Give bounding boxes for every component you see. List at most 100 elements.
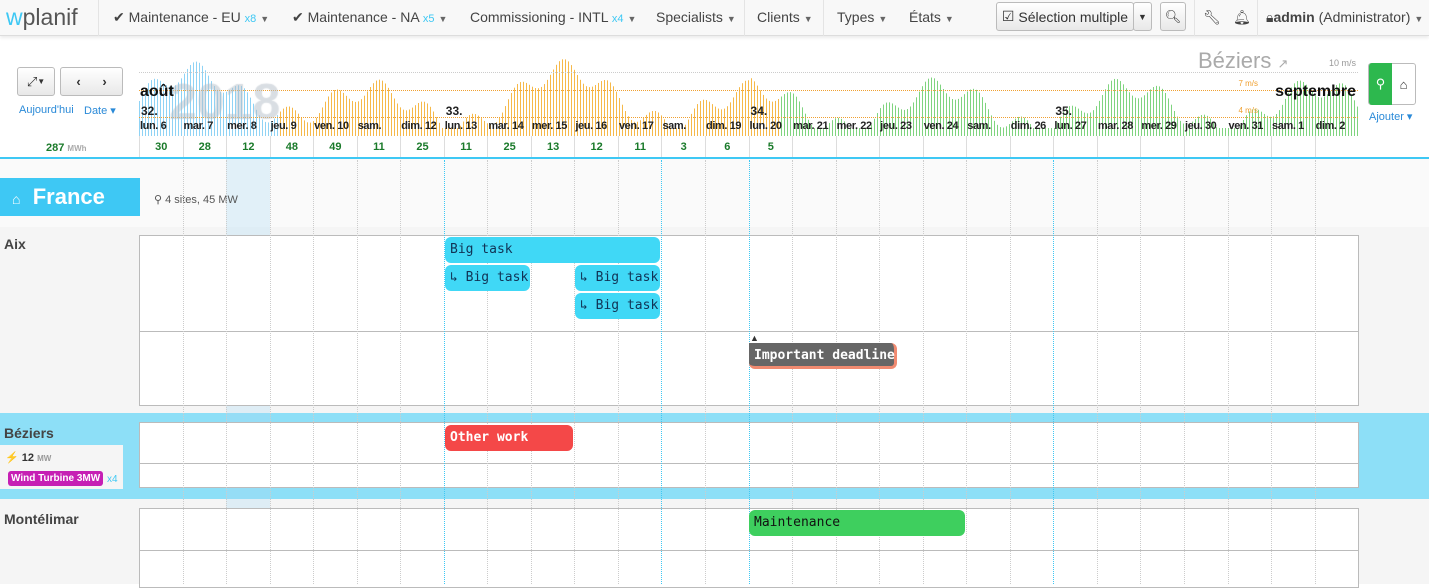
day-label[interactable]: sam. [967, 120, 991, 132]
zoom-button[interactable]: ⤢ ▼ [17, 67, 55, 96]
wind-bar [937, 80, 938, 136]
day-label[interactable]: mer. 22 [836, 120, 873, 132]
user-menu[interactable]: 🔒︎admin (Administrator) ▼ [1266, 9, 1424, 25]
task-maintenance[interactable]: Maintenance [749, 510, 965, 536]
multi-select-button[interactable]: ☑ Sélection multiple [996, 2, 1134, 31]
day-label[interactable]: mar. 28 [1097, 120, 1134, 132]
wind-bar [499, 118, 500, 136]
wind-bar [787, 92, 788, 136]
date-dropdown[interactable]: Date ▾ [84, 105, 116, 117]
menu-clients[interactable]: Clients ▼ [757, 9, 813, 25]
wind-bar [409, 109, 410, 136]
wind-bar [658, 112, 659, 136]
menu-types[interactable]: Types ▼ [837, 9, 888, 25]
day-label[interactable]: dim. 19 [706, 120, 742, 132]
filter-maintenance-eu[interactable]: ✔ Maintenance - EU x8 ▼ [113, 9, 270, 25]
prev-icon[interactable]: ‹ [76, 74, 81, 89]
external-link-icon[interactable]: ↗ [1277, 56, 1289, 71]
day-gridline [356, 160, 358, 584]
wind-bar [1186, 124, 1187, 136]
logo[interactable]: wplanif [6, 4, 78, 30]
day-label[interactable]: ven. 24 [923, 120, 959, 132]
day-label[interactable]: sam. 1 [1272, 120, 1304, 132]
total-energy: 287 MWh [46, 142, 87, 154]
search-button[interactable]: 🔍︎ [1160, 2, 1186, 31]
wind-bar [331, 92, 332, 136]
prev-next-buttons[interactable]: ‹ › [60, 67, 123, 96]
map-marker-icon[interactable]: ⚲ [1369, 63, 1392, 105]
wind-bar [730, 102, 731, 136]
equipment-count: x4 [107, 474, 118, 485]
task-big-task[interactable]: Big task [445, 237, 660, 263]
next-icon[interactable]: › [102, 74, 107, 89]
wrench-icon[interactable]: 🔧︎ [1203, 9, 1221, 25]
wind-bar [430, 106, 431, 136]
subtask-big-task[interactable]: ↳ Big task [445, 265, 530, 291]
day-label[interactable]: lun. 27 [1054, 120, 1087, 132]
home-icon[interactable]: ⌂ [1399, 76, 1408, 92]
filter-commissioning-intl[interactable]: Commissioning - INTL x4 ▼ [470, 9, 637, 25]
day-label[interactable]: jeu. 16 [575, 120, 607, 132]
subtask-big-task[interactable]: ↳ Big task [575, 265, 660, 291]
wind-bar [1276, 113, 1277, 136]
wind-bar [1144, 95, 1145, 136]
add-dropdown[interactable]: Ajouter ▾ [1369, 111, 1413, 123]
wind-bar [1159, 86, 1160, 136]
wind-bar [412, 107, 413, 136]
site-montelimar[interactable]: Montélimar [4, 511, 79, 527]
subtask-big-task[interactable]: ↳ Big task [575, 293, 660, 319]
wind-bar [1162, 88, 1163, 136]
wind-bar [997, 124, 998, 136]
filter-maintenance-na[interactable]: ✔ Maintenance - NA x5 ▼ [292, 9, 448, 25]
day-label[interactable]: mar. 21 [793, 120, 829, 132]
day-label[interactable]: ven. 31 [1228, 120, 1264, 132]
day-label[interactable]: jeu. 23 [880, 120, 912, 132]
day-count [1053, 136, 1097, 158]
day-label[interactable]: mar. 7 [183, 120, 214, 132]
site-beziers[interactable]: Béziers [4, 425, 54, 441]
equipment-badge[interactable]: Wind Turbine 3MW [8, 471, 104, 486]
day-label[interactable]: sam. [662, 120, 686, 132]
day-label[interactable]: dim. 2 [1315, 120, 1346, 132]
wind-bar [673, 128, 674, 136]
wind-bar [976, 89, 977, 136]
day-label[interactable]: jeu. 9 [270, 120, 297, 132]
day-label[interactable]: lun. 13 [444, 120, 477, 132]
day-gridline [617, 160, 619, 584]
bell-icon[interactable]: 🔔︎ [1233, 9, 1251, 25]
wind-bar [1057, 122, 1058, 136]
day-label[interactable]: lun. 6 [140, 120, 167, 132]
week-number: 33. [445, 104, 463, 118]
day-label[interactable]: ven. 10 [314, 120, 349, 132]
day-label[interactable]: dim. 12 [401, 120, 437, 132]
day-label[interactable]: sam. [357, 120, 382, 132]
location-title[interactable]: Béziers ↗ [1198, 48, 1289, 73]
day-label[interactable]: ven. 17 [618, 120, 654, 132]
wind-bar [346, 95, 347, 136]
day-count: 13 [530, 136, 575, 158]
wind-bar [982, 97, 983, 136]
wind-bar [1072, 105, 1073, 136]
region-header[interactable]: ⌂ France [0, 178, 140, 216]
day-label[interactable]: mer. 29 [1141, 120, 1177, 132]
wind-bar [1234, 128, 1235, 136]
day-label[interactable]: mer. 15 [531, 120, 568, 132]
day-label[interactable]: mar. 14 [488, 120, 524, 132]
day-label[interactable]: jeu. 30 [1184, 120, 1217, 132]
day-label[interactable]: dim. 26 [1010, 120, 1047, 132]
menu-etats[interactable]: États ▼ [909, 9, 954, 25]
wind-bar [1099, 100, 1100, 136]
menu-specialists[interactable]: Specialists ▼ [656, 9, 736, 25]
map-marker-icon: ⚲ [154, 194, 163, 206]
site-aix[interactable]: Aix [4, 236, 26, 252]
day-label[interactable]: mer. 8 [227, 120, 257, 132]
multi-select-dropdown[interactable]: ▼ [1133, 2, 1152, 31]
wind-bar [1258, 109, 1259, 136]
wind-bar [868, 128, 869, 136]
wind-bar [1213, 122, 1214, 136]
task-important-deadline[interactable]: Important deadline [749, 343, 897, 369]
wind-bar [754, 81, 755, 136]
today-link[interactable]: Aujourd'hui [19, 104, 74, 116]
day-label[interactable]: lun. 20 [749, 120, 782, 132]
task-other-work[interactable]: Other work [445, 425, 573, 451]
